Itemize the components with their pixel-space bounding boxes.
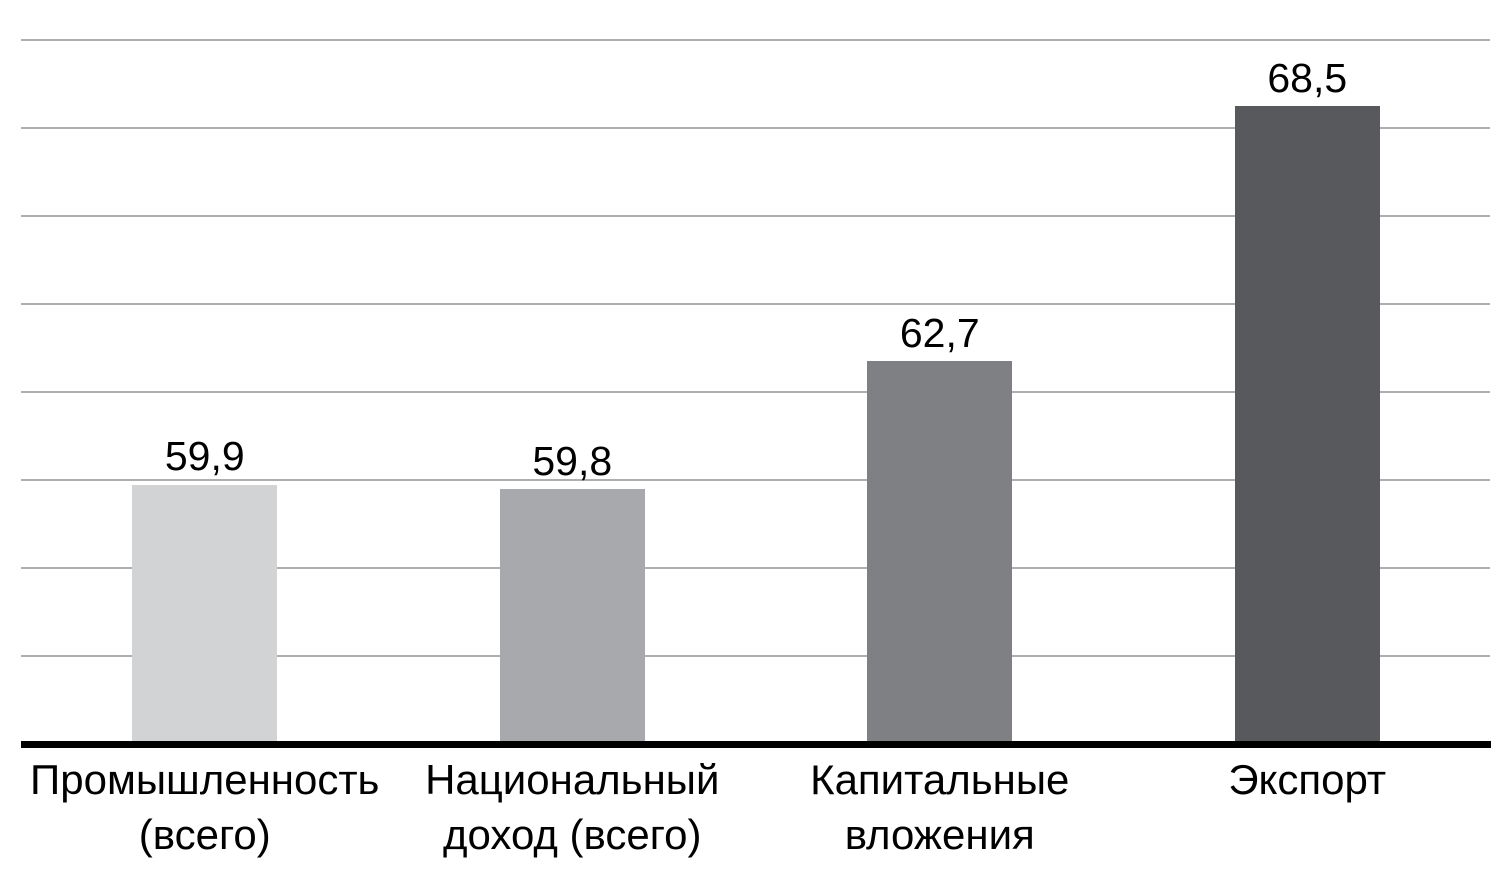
category-label-2: Национальный доход (всего) bbox=[425, 756, 720, 858]
bar-value-label-3: 62,7 bbox=[899, 310, 980, 357]
bar-value-label-1: 59,9 bbox=[164, 433, 245, 480]
category-label-4: Экспорт bbox=[1228, 756, 1387, 803]
bar-4 bbox=[1234, 106, 1380, 741]
gridline bbox=[21, 391, 1490, 394]
category-label-3: Капитальные вложения bbox=[810, 756, 1070, 858]
x-axis-line bbox=[21, 741, 1491, 748]
gridline bbox=[21, 303, 1490, 306]
gridline bbox=[21, 567, 1490, 570]
bar-value-label-4: 68,5 bbox=[1267, 54, 1348, 101]
bar-1 bbox=[132, 484, 278, 741]
category-label-1: Промышленность (всего) bbox=[30, 756, 380, 858]
gridline bbox=[21, 479, 1490, 482]
gridline bbox=[21, 127, 1490, 130]
gridline bbox=[21, 215, 1490, 218]
bar-value-label-2: 59,8 bbox=[532, 437, 613, 484]
gridline bbox=[21, 655, 1490, 658]
gridline bbox=[21, 39, 1490, 41]
bar-2 bbox=[499, 489, 645, 741]
bar-3 bbox=[867, 361, 1013, 741]
